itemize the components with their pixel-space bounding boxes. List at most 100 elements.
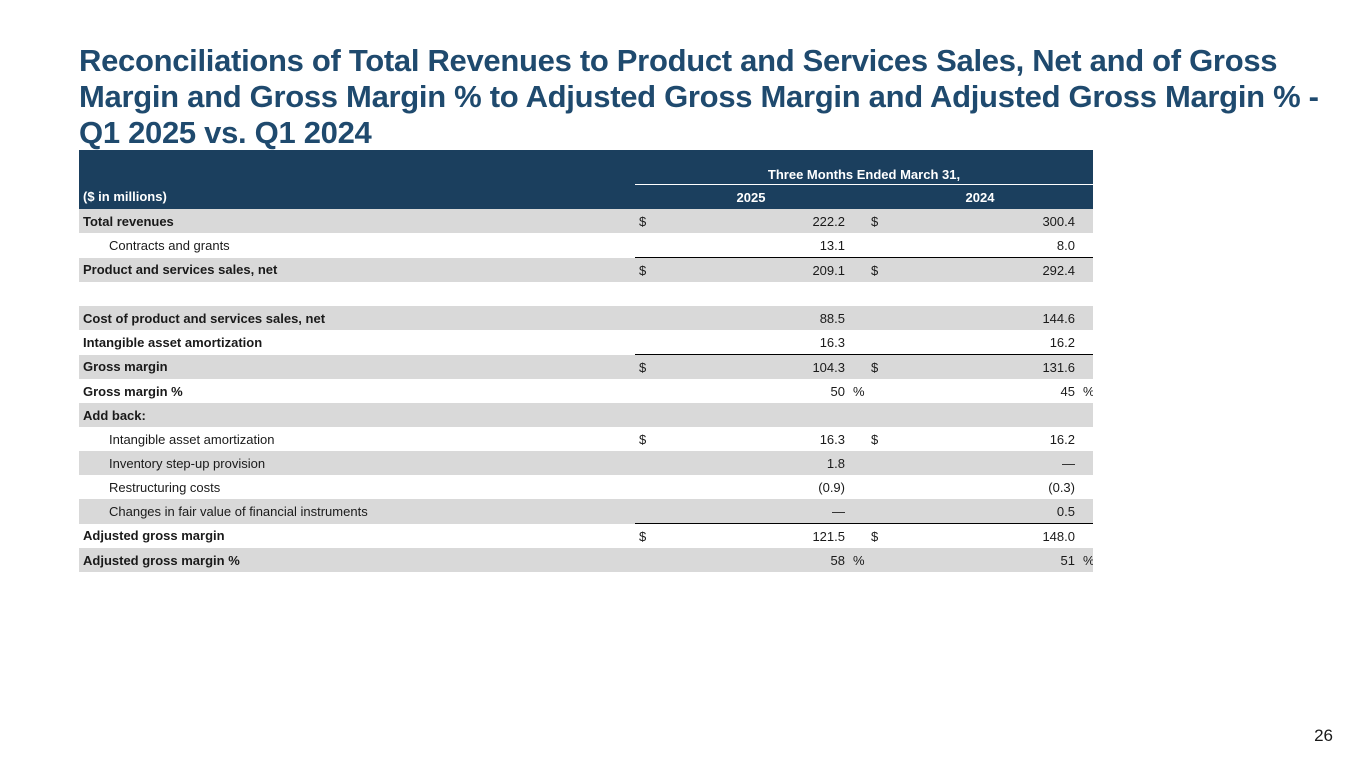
table-row: Inventory step-up provision 1.8 —	[79, 451, 1093, 475]
table-cell: %	[1079, 379, 1093, 403]
table-cell: 222.2	[661, 209, 849, 233]
table-cell: $	[867, 523, 891, 548]
table-row: Product and services sales, net $209.1 $29…	[79, 257, 1093, 282]
table-cell	[867, 330, 891, 355]
units-header: ($ in millions)	[79, 184, 635, 209]
table-cell	[867, 282, 891, 306]
table-cell: 16.2	[1049, 334, 1075, 350]
table-cell: %	[853, 383, 865, 399]
table-cell	[1079, 330, 1093, 355]
table-cell	[849, 209, 867, 233]
table-cell	[635, 233, 661, 258]
table-cell	[635, 548, 661, 572]
table-cell: $	[871, 431, 879, 447]
table-cell	[661, 282, 849, 306]
table-cell: 58	[661, 548, 849, 572]
year-header: 2024	[867, 184, 1093, 209]
table-row: Intangible asset amortization 16.3 16.2	[79, 330, 1093, 355]
table-cell	[867, 475, 891, 499]
table-cell	[867, 548, 891, 572]
table-row: Changes in fair value of financial instr…	[79, 499, 1093, 524]
table-cell: 104.3	[661, 354, 849, 379]
table-cell	[635, 499, 661, 524]
table-cell	[849, 257, 867, 282]
table-cell: 121.5	[661, 523, 849, 548]
table-cell	[635, 451, 661, 475]
table-cell: 45	[1060, 383, 1075, 399]
table-cell: $	[867, 209, 891, 233]
table-cell	[849, 451, 867, 475]
table-cell: 51	[891, 548, 1079, 572]
table-cell	[849, 523, 867, 548]
table-cell: Gross margin %	[83, 383, 183, 399]
table-cell	[867, 451, 891, 475]
table-cell: 144.6	[891, 306, 1079, 330]
table-cell	[849, 499, 867, 524]
table-cell	[849, 306, 867, 330]
table-cell: Total revenues	[79, 209, 635, 233]
table-cell	[867, 306, 891, 330]
table-row: Restructuring costs (0.9) (0.3)	[79, 475, 1093, 499]
table-cell: Gross margin	[79, 354, 635, 379]
table-cell: Intangible asset amortization	[109, 431, 275, 447]
table-cell	[1079, 354, 1093, 379]
table-cell: 148.0	[891, 523, 1079, 548]
table-cell	[867, 233, 891, 258]
table-row: Adjusted gross margin $121.5 $148.0	[79, 523, 1093, 548]
table-row: Cost of product and services sales, net 8…	[79, 306, 1093, 330]
table-cell: $	[639, 431, 647, 447]
table-cell: Add back:	[79, 403, 635, 427]
table-cell: 292.4	[891, 257, 1079, 282]
table-cell	[1079, 499, 1093, 524]
table-row: Gross margin %50%45%	[79, 379, 1093, 403]
table-row: Total revenues $222.2 $300.4	[79, 209, 1093, 233]
table-cell	[1079, 403, 1093, 427]
table-cell: 16.3	[819, 431, 845, 447]
table-cell: $	[635, 354, 661, 379]
table-cell: 209.1	[661, 257, 849, 282]
table-cell	[1079, 523, 1093, 548]
table-cell: 50	[830, 383, 845, 399]
table-cell: Contracts and grants	[109, 237, 230, 253]
table-cell	[849, 475, 867, 499]
table-cell	[635, 379, 661, 403]
table-cell: 16.3	[819, 334, 845, 350]
table-cell: Intangible asset amortization	[83, 334, 263, 350]
table-row: Intangible asset amortization $16.3 $16.2	[79, 427, 1093, 451]
table-cell: 16.2	[1049, 431, 1075, 447]
table-cell	[661, 403, 849, 427]
table-cell	[1079, 427, 1093, 451]
table-row: Contracts and grants 13.1 8.0	[79, 233, 1093, 258]
table-cell: 300.4	[891, 209, 1079, 233]
period-header: Three Months Ended March 31,	[635, 150, 1093, 185]
table-cell: Product and services sales, net	[79, 257, 635, 282]
table-cell	[891, 282, 1079, 306]
table-cell: Inventory step-up provision	[79, 451, 635, 475]
table-cell	[849, 233, 867, 258]
table-row: Add back:	[79, 403, 1093, 427]
table-cell	[1079, 282, 1093, 306]
table-cell	[635, 282, 661, 306]
table-cell	[849, 282, 867, 306]
table-cell: $	[635, 257, 661, 282]
table-cell: $	[867, 257, 891, 282]
table-cell: Adjusted gross margin %	[79, 548, 635, 572]
table-cell	[1079, 209, 1093, 233]
table-cell: Adjusted gross margin	[83, 528, 225, 544]
table-cell	[867, 379, 891, 403]
table-cell	[635, 306, 661, 330]
table-row	[79, 282, 1093, 306]
table-cell: 8.0	[1056, 237, 1075, 253]
table-cell	[849, 427, 867, 451]
table-row: Gross margin $104.3 $131.6	[79, 354, 1093, 379]
table-cell	[849, 403, 867, 427]
title: Reconciliations of Total Revenues to Pro…	[79, 43, 1319, 150]
table-cell: %	[1079, 548, 1093, 572]
table-cell: —	[891, 451, 1079, 475]
table-cell: %	[849, 548, 867, 572]
table-cell	[849, 354, 867, 379]
table-cell: Restructuring costs	[109, 479, 221, 495]
table-cell	[1079, 475, 1093, 499]
page-number: 26	[1314, 726, 1333, 745]
